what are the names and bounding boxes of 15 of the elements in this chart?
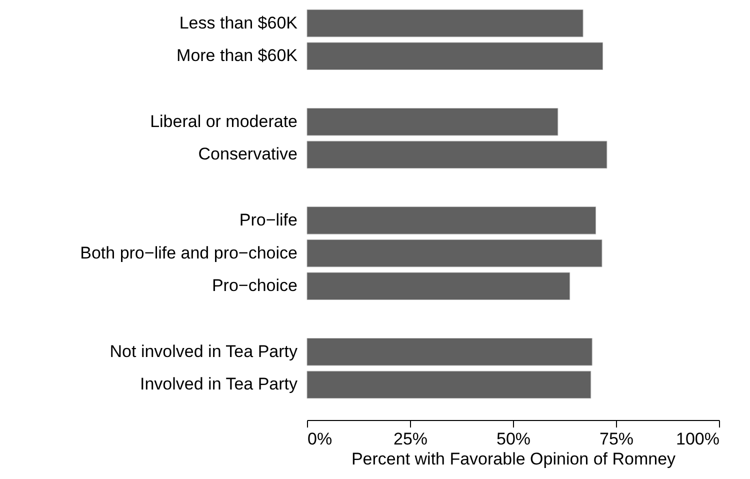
y-tick-label: Conservative [198,144,298,164]
y-tick-label: Pro−choice [212,276,298,296]
x-tick-label: 0% [308,430,332,448]
y-tick-label: Less than $60K [179,13,298,32]
y-tick-label: Involved in Tea Party [140,374,298,394]
x-tick-label: 100% [676,430,720,448]
x-axis-title: Percent with Favorable Opinion of Romney [351,450,676,468]
y-tick-label: Not involved in Tea Party [110,342,298,361]
y-tick-label: Liberal or moderate [150,112,298,131]
y-tick-label: Pro−life [239,210,298,230]
x-tick-label: 75% [599,430,634,448]
x-tick-label: 25% [393,430,428,448]
x-tick-label: 50% [496,430,531,448]
y-tick-label: Both pro−life and pro−choice [80,243,298,262]
y-tick-label: More than $60K [176,46,298,66]
